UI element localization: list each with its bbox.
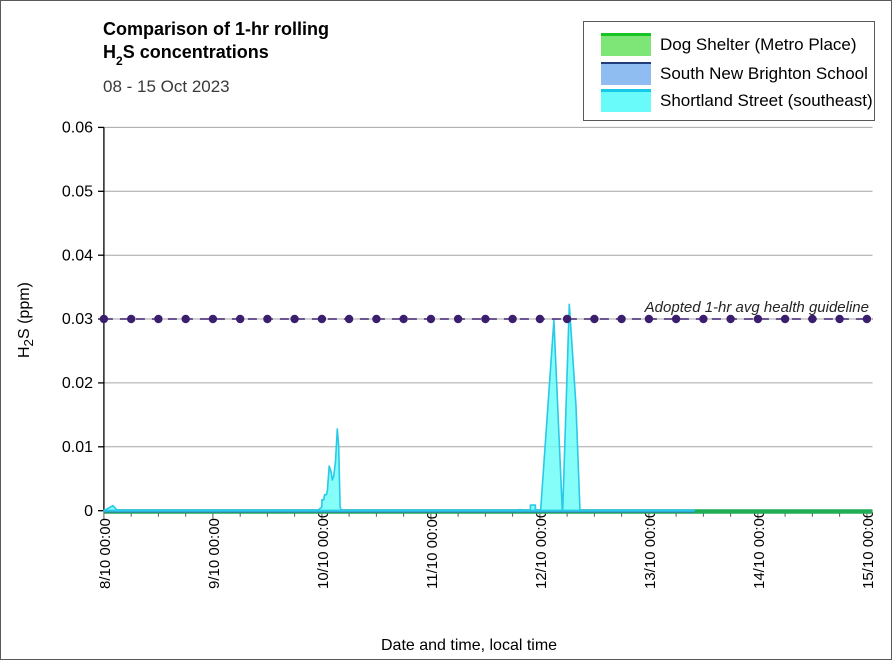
- svg-text:13/10 00:00: 13/10 00:00: [642, 510, 659, 589]
- svg-text:0.06: 0.06: [62, 120, 93, 137]
- svg-text:0.04: 0.04: [62, 247, 93, 264]
- svg-text:0.03: 0.03: [62, 311, 93, 328]
- svg-text:0: 0: [84, 503, 93, 520]
- svg-text:15/10 00:00: 15/10 00:00: [860, 510, 877, 589]
- svg-text:8/10 00:00: 8/10 00:00: [97, 518, 114, 589]
- svg-text:Adopted 1-hr avg health guidel: Adopted 1-hr avg health guideline: [644, 299, 869, 316]
- svg-text:10/10 00:00: 10/10 00:00: [315, 510, 332, 589]
- svg-text:11/10 00:00: 11/10 00:00: [424, 511, 441, 589]
- svg-text:0.02: 0.02: [62, 375, 93, 392]
- svg-text:14/10 00:00: 14/10 00:00: [751, 510, 768, 589]
- svg-text:9/10 00:00: 9/10 00:00: [206, 518, 223, 589]
- svg-text:0.01: 0.01: [62, 439, 93, 456]
- svg-text:0.05: 0.05: [62, 183, 93, 200]
- svg-text:12/10 00:00: 12/10 00:00: [533, 510, 550, 589]
